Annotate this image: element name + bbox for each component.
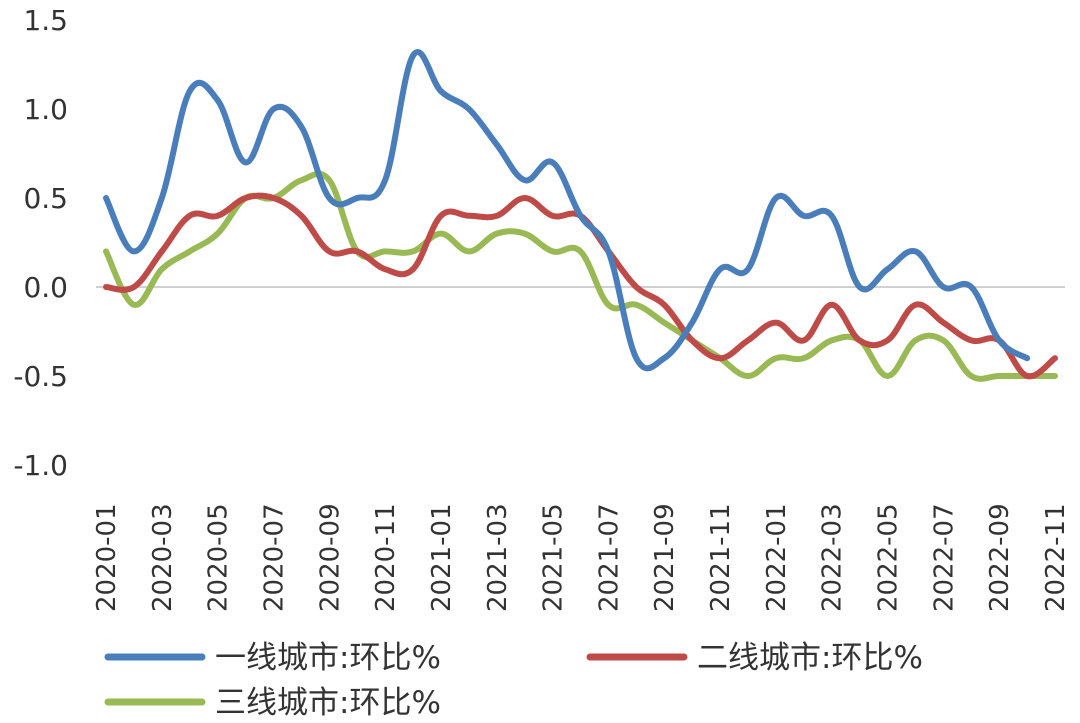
x-tick-label: 2022-11 bbox=[1041, 503, 1071, 612]
x-tick-label: 2022-01 bbox=[762, 503, 792, 612]
y-tick-label: -0.5 bbox=[13, 360, 68, 393]
y-tick-label: 0.5 bbox=[23, 182, 68, 215]
x-tick-label: 2022-03 bbox=[818, 503, 848, 612]
x-tick-label: 2021-09 bbox=[650, 503, 680, 612]
y-tick-label: 1.5 bbox=[23, 4, 68, 37]
x-tick-label: 2020-09 bbox=[315, 503, 345, 612]
x-tick-label: 2021-03 bbox=[483, 503, 513, 612]
legend-label: 一线城市:环比% bbox=[215, 640, 441, 676]
series-line-3 bbox=[103, 170, 1058, 382]
legend-label: 三线城市:环比% bbox=[215, 685, 441, 721]
x-tick-label: 2020-11 bbox=[371, 503, 401, 612]
y-tick-label: 1.0 bbox=[23, 93, 68, 126]
x-tick-label: 2020-03 bbox=[148, 503, 178, 612]
x-tick-label: 2022-09 bbox=[985, 503, 1015, 612]
legend-label: 二线城市:环比% bbox=[697, 640, 923, 676]
y-axis: 1.5 1.0 0.5 0.0 -0.5 -1.0 bbox=[13, 4, 68, 482]
x-tick-label: 2020-01 bbox=[92, 503, 122, 612]
x-tick-label: 2020-05 bbox=[204, 503, 234, 612]
x-axis: 2020-01 2020-03 2020-05 2020-07 2020-09 2020-… bbox=[92, 503, 1071, 612]
x-tick-label: 2020-07 bbox=[260, 503, 290, 612]
legend: 一线城市:环比% 二线城市:环比% 三线城市:环比% bbox=[104, 640, 923, 721]
y-tick-label: 0.0 bbox=[23, 271, 68, 304]
x-tick-label: 2022-05 bbox=[874, 503, 904, 612]
series-lines bbox=[103, 49, 1058, 382]
x-tick-label: 2022-07 bbox=[929, 503, 959, 612]
series-line-1 bbox=[103, 49, 1031, 372]
x-tick-label: 2021-05 bbox=[539, 503, 569, 612]
x-tick-label: 2021-07 bbox=[594, 503, 624, 612]
series-line-2 bbox=[103, 192, 1058, 380]
y-tick-label: -1.0 bbox=[13, 449, 68, 482]
x-tick-label: 2021-01 bbox=[427, 503, 457, 612]
x-tick-label: 2021-11 bbox=[706, 503, 736, 612]
